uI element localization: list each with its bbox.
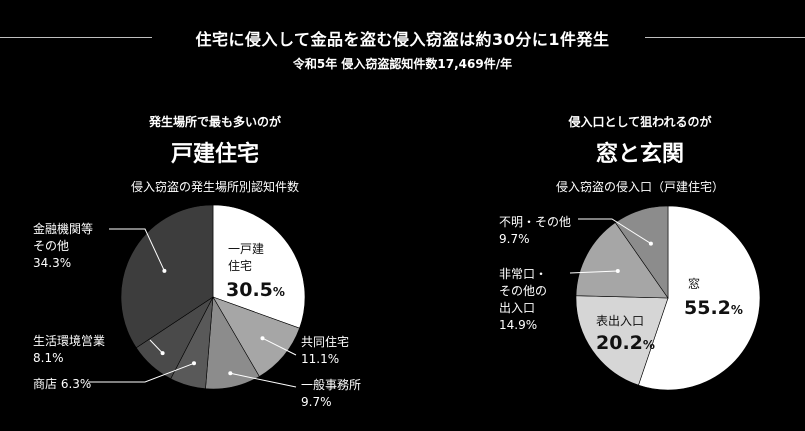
location-pie-slice-5 [120, 204, 214, 349]
leader-unknown-dot [648, 241, 653, 246]
label-office-pct: 9.7% [301, 395, 332, 409]
label-other-line1: 金融機関等 [33, 222, 94, 236]
left-lead: 発生場所で最も多いのが [148, 115, 281, 129]
label-other-line2: その他 [33, 239, 70, 253]
entry-pie-slice-2 [575, 222, 669, 299]
leader-apartment [262, 337, 297, 356]
right-headline: 窓と玄関 [595, 142, 684, 167]
label-other-pct: 34.3% [33, 256, 72, 270]
title-rule-left [0, 37, 152, 38]
leader-other [109, 228, 165, 272]
label-env-pct: 8.1% [33, 351, 64, 365]
leader-shop-dot [192, 361, 196, 366]
leader-office [230, 372, 297, 388]
page-title: 住宅に侵入して金品を盗む侵入窃盗は約30分に1件発生 [195, 30, 610, 49]
label-detached-line2: 住宅 [228, 259, 253, 273]
leader-emergency [569, 270, 618, 274]
label-apartment-name: 共同住宅 [301, 335, 350, 349]
right-caption: 侵入窃盗の侵入口（戸建住宅） [555, 180, 724, 194]
leader-unknown [578, 218, 652, 245]
label-front-name: 表出入口 [596, 314, 645, 328]
label-env-name: 生活環境営業 [33, 334, 106, 348]
front-number: 20.2 [596, 332, 643, 354]
label-window-name: 窓 [688, 277, 701, 291]
leader-other-dot [162, 268, 167, 273]
leader-env [149, 339, 163, 354]
label-emergency-line3: 出入口 [499, 301, 536, 315]
window-number: 55.2 [684, 297, 731, 319]
left-headline: 戸建住宅 [170, 142, 259, 167]
page-subtitle: 令和5年 侵入窃盗認知件数17,469件/年 [292, 57, 513, 71]
label-detached-line1: 一戸建 [228, 242, 265, 256]
leader-emergency-dot [615, 269, 620, 273]
right-lead: 侵入口として狙われるのが [568, 115, 712, 129]
label-emergency-pct: 14.9% [499, 318, 538, 332]
label-front-value: 20.2% [596, 332, 655, 356]
label-detached-value: 30.5% [226, 279, 285, 303]
front-percent-sign: % [642, 338, 655, 352]
left-caption: 侵入窃盗の発生場所別認知件数 [130, 180, 299, 194]
entry-pie-slice-1 [575, 295, 669, 386]
label-emergency-line2: その他の [499, 284, 548, 298]
location-pie-slice-0 [212, 204, 306, 329]
location-pie-slice-1 [212, 296, 300, 377]
label-apartment-pct: 11.1% [301, 352, 340, 366]
label-emergency-line1: 非常口・ [499, 267, 548, 281]
label-office-name: 一般事務所 [301, 378, 362, 392]
leader-shop [88, 362, 195, 383]
leader-office-dot [228, 371, 233, 376]
label-shop: 商店 6.3% [33, 377, 92, 391]
title-rule-right [645, 37, 805, 38]
window-percent-sign: % [730, 303, 743, 317]
leader-apartment-dot [260, 336, 265, 341]
detached-number: 30.5 [226, 279, 273, 301]
label-window-value: 55.2% [684, 297, 743, 321]
entry-pie-slice-0 [638, 205, 761, 391]
label-unknown-pct: 9.7% [499, 232, 530, 246]
leader-env-dot [160, 351, 165, 356]
label-unknown-name: 不明・その他 [499, 215, 572, 229]
detached-percent-sign: % [272, 285, 285, 299]
